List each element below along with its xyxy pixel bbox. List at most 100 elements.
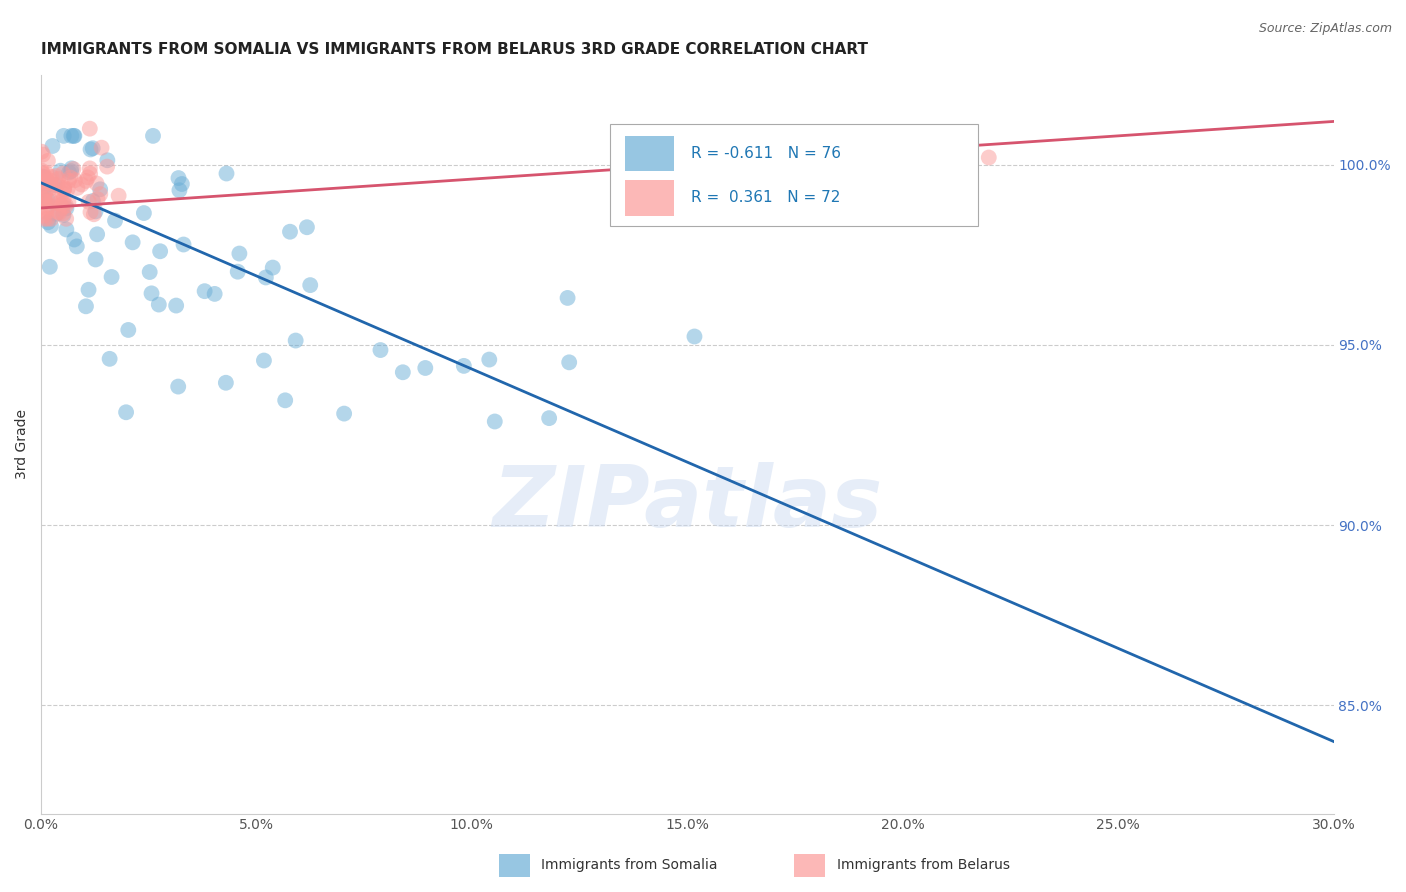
- Point: [37, 215, 59, 229]
- Point: [284, 334, 307, 348]
- Point: [370, 343, 392, 357]
- Text: R =  0.361   N = 72: R = 0.361 N = 72: [690, 191, 841, 205]
- Point: [262, 260, 284, 275]
- Point: [60, 164, 83, 178]
- Point: [41, 139, 63, 153]
- Point: [34, 194, 56, 209]
- Point: [41, 169, 63, 184]
- Point: [165, 299, 187, 313]
- Point: [32, 169, 55, 184]
- Point: [86, 177, 108, 191]
- Point: [52, 197, 75, 211]
- Point: [333, 407, 356, 421]
- Point: [138, 265, 160, 279]
- Point: [32, 170, 55, 185]
- Point: [204, 286, 226, 301]
- Point: [274, 393, 297, 408]
- Point: [37, 202, 59, 216]
- Point: [253, 353, 276, 368]
- Text: Immigrants from Somalia: Immigrants from Somalia: [541, 858, 718, 872]
- Text: Source: ZipAtlas.com: Source: ZipAtlas.com: [1258, 22, 1392, 36]
- Point: [977, 151, 1000, 165]
- Point: [39, 194, 62, 208]
- Point: [98, 351, 121, 366]
- Point: [228, 246, 250, 260]
- Point: [58, 165, 80, 179]
- Point: [79, 143, 101, 157]
- Point: [63, 173, 86, 187]
- Point: [38, 176, 60, 190]
- Point: [295, 220, 318, 235]
- Point: [86, 227, 108, 242]
- Point: [55, 222, 77, 236]
- Point: [683, 329, 706, 343]
- Point: [170, 177, 193, 191]
- Point: [392, 365, 415, 379]
- Point: [32, 194, 55, 209]
- Point: [58, 174, 80, 188]
- Point: [89, 182, 111, 196]
- Point: [453, 359, 475, 373]
- Point: [34, 169, 56, 184]
- Point: [45, 207, 67, 221]
- Point: [558, 355, 581, 369]
- Point: [31, 145, 53, 159]
- Point: [62, 161, 84, 176]
- Point: [79, 121, 101, 136]
- Point: [52, 167, 75, 181]
- Point: [149, 244, 172, 259]
- Point: [53, 182, 76, 196]
- Point: [77, 283, 100, 297]
- Point: [84, 252, 107, 267]
- Point: [62, 128, 84, 143]
- Point: [32, 167, 55, 181]
- Point: [84, 204, 107, 219]
- Point: [167, 171, 190, 186]
- Point: [63, 232, 86, 246]
- Point: [75, 299, 97, 313]
- Text: R = -0.611   N = 76: R = -0.611 N = 76: [690, 146, 841, 161]
- Point: [46, 205, 69, 219]
- Point: [51, 186, 73, 200]
- Point: [55, 199, 77, 213]
- Point: [86, 192, 108, 206]
- Point: [52, 128, 75, 143]
- Point: [142, 128, 165, 143]
- FancyBboxPatch shape: [610, 124, 979, 226]
- Point: [89, 187, 111, 202]
- Point: [55, 202, 77, 216]
- Point: [52, 206, 75, 220]
- Point: [39, 176, 62, 190]
- Point: [117, 323, 139, 337]
- Point: [34, 211, 56, 226]
- Point: [100, 270, 122, 285]
- Point: [48, 206, 70, 220]
- Point: [478, 352, 501, 367]
- Point: [60, 128, 83, 143]
- Point: [141, 286, 163, 301]
- Point: [31, 175, 53, 189]
- Point: [44, 178, 66, 192]
- Point: [34, 187, 56, 202]
- Point: [31, 163, 53, 178]
- Point: [121, 235, 143, 250]
- Point: [79, 167, 101, 181]
- Point: [79, 205, 101, 219]
- Bar: [626, 180, 675, 216]
- Point: [37, 211, 59, 226]
- Point: [115, 405, 138, 419]
- Point: [35, 182, 58, 196]
- Point: [254, 270, 277, 285]
- Point: [31, 191, 53, 205]
- Point: [66, 181, 89, 195]
- Point: [60, 161, 83, 176]
- Point: [35, 166, 58, 180]
- Bar: [626, 136, 675, 171]
- Point: [76, 170, 98, 185]
- Text: IMMIGRANTS FROM SOMALIA VS IMMIGRANTS FROM BELARUS 3RD GRADE CORRELATION CHART: IMMIGRANTS FROM SOMALIA VS IMMIGRANTS FR…: [41, 42, 868, 57]
- Point: [215, 167, 238, 181]
- Point: [79, 161, 101, 176]
- Point: [38, 198, 60, 212]
- Point: [39, 219, 62, 233]
- Text: Immigrants from Belarus: Immigrants from Belarus: [837, 858, 1010, 872]
